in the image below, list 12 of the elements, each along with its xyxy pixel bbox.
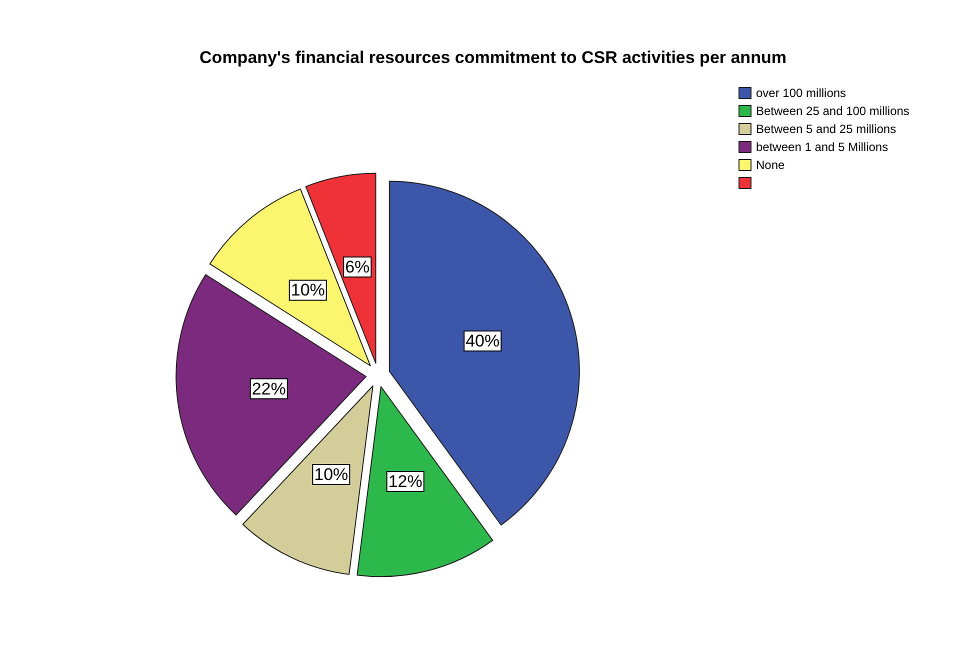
data-label: 10% [290,280,325,300]
legend-label: over 100 millions [756,86,846,100]
data-label: 12% [388,472,422,492]
data-label: 40% [466,332,500,351]
data-label: 6% [345,257,370,276]
chart-title: Company's financial resources commitment to CSR activities per annum [200,48,786,67]
data-label: 10% [314,465,348,484]
legend-label: Between 25 and 100 millions [756,104,910,118]
legend-label: Between 5 and 25 millions [756,122,896,136]
legend-label: between 1 and 5 Millions [756,140,888,154]
legend-label: None [756,158,786,172]
data-label: 22% [252,379,286,398]
